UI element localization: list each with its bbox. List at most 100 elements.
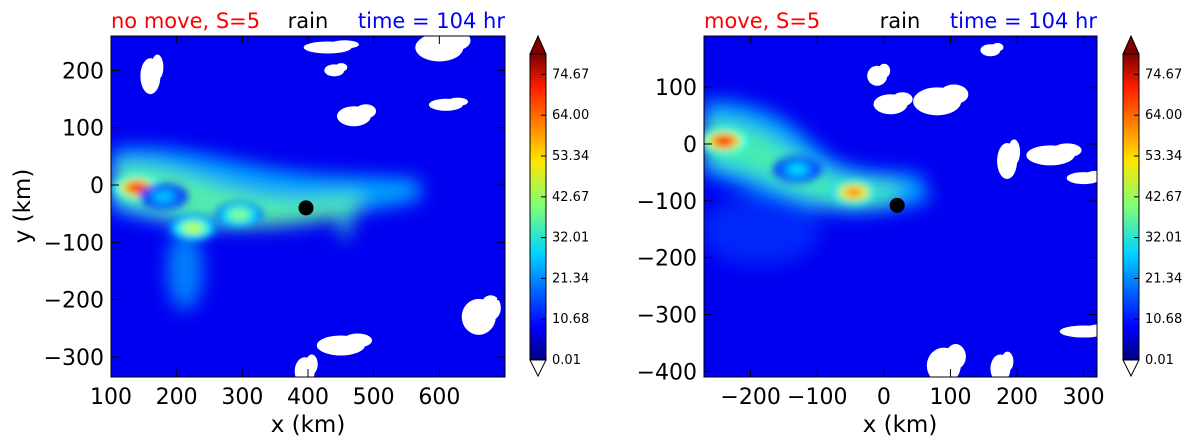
- no-rain-region: [355, 104, 377, 119]
- rain-peak-contour: [845, 187, 863, 197]
- x-tick-label: −200: [720, 385, 780, 410]
- no-rain-region: [878, 63, 891, 78]
- no-rain-region: [480, 295, 501, 321]
- x-tick-label: 0: [877, 385, 891, 410]
- no-rain-region: [892, 92, 913, 107]
- rain-peaks: [704, 128, 878, 206]
- y-axis-label: y (km): [10, 169, 36, 244]
- colorbar-tick-label: 42.67: [552, 190, 589, 205]
- no-rain-region: [441, 36, 471, 51]
- colorbar-tick-label: 74.67: [552, 67, 589, 82]
- x-axis: −200 −100 0 100 200 300: [720, 36, 1105, 410]
- y-tick-label: −300: [44, 346, 104, 371]
- no-rain-layer: [867, 43, 1097, 377]
- x-tick-label: 300: [221, 385, 263, 410]
- storm-center-marker: [889, 197, 905, 213]
- y-tick-label: −100: [44, 231, 104, 256]
- no-rain-region: [1052, 143, 1082, 158]
- rain-peak-contour: [230, 210, 248, 220]
- rain-band-inner: [115, 164, 360, 227]
- y-tick-label: 0: [683, 133, 697, 158]
- colorbar-extend-min: [529, 359, 547, 378]
- colorbar-extend-max: [1122, 34, 1140, 55]
- rain-peak-contour: [155, 192, 172, 201]
- colorbar-tick-label: 53.34: [552, 149, 589, 164]
- y-axis: 100 0 −100 −200 −300 −400: [637, 76, 1097, 385]
- colorbar: 74.67 64.00 53.34 42.67 32.01 21.34 10.68 0.01: [1122, 34, 1182, 378]
- plot-frame: [703, 35, 1098, 378]
- colorbar: 74.67 64.00 53.34 42.67 32.01 21.34 10.68 0.01: [529, 34, 589, 378]
- no-rain-region: [991, 43, 1004, 52]
- heatmap-area: [704, 36, 1097, 377]
- x-tick-label: 100: [90, 385, 132, 410]
- colorbar-tick-label: 0.01: [1145, 353, 1174, 368]
- colorbar-tick-label: 74.67: [1145, 67, 1182, 82]
- colorbar-ticks: 74.67 64.00 53.34 42.67 32.01 21.34 10.68 0.01: [541, 67, 589, 368]
- colorbar-tick-label: 53.34: [1145, 149, 1182, 164]
- colorbar-gradient: [529, 53, 547, 361]
- panel-title-center: rain: [880, 9, 921, 33]
- rain-streak-south: [704, 195, 820, 265]
- y-tick-label: 100: [655, 76, 697, 101]
- x-tick-label: 100: [929, 385, 971, 410]
- panel-title-right: time = 104 hr: [358, 9, 505, 33]
- rain-peak-contour: [715, 136, 733, 146]
- rain-peak-contour: [789, 165, 806, 174]
- colorbar-tick-label: 32.01: [552, 231, 589, 246]
- rain-peak-contour: [184, 223, 202, 233]
- no-rain-region: [1008, 139, 1021, 165]
- x-tick-label: 600: [418, 385, 460, 410]
- colorbar-extend-min: [1122, 359, 1140, 378]
- colorbar-tick-label: 0.01: [552, 353, 581, 368]
- colorbar-extend-max: [529, 34, 547, 55]
- panel-title-left: move, S=5: [704, 9, 820, 33]
- y-axis: 200 100 0 −100 −200 −300: [44, 59, 505, 371]
- x-tick-label: 400: [287, 385, 329, 410]
- panel-title-right: time = 104 hr: [950, 9, 1097, 33]
- no-rain-region: [151, 54, 164, 80]
- y-tick-label: −200: [637, 247, 697, 272]
- x-tick-label: −100: [787, 385, 847, 410]
- y-tick-label: −400: [637, 360, 697, 385]
- y-tick-label: −300: [637, 303, 697, 328]
- x-tick-label: 200: [156, 385, 198, 410]
- colorbar-tick-label: 10.68: [1145, 312, 1182, 327]
- x-axis-label: x (km): [863, 412, 938, 438]
- no-rain-region: [335, 63, 348, 72]
- colorbar-tick-label: 21.34: [1145, 271, 1182, 286]
- y-tick-label: 200: [62, 59, 104, 84]
- x-tick-label: 500: [353, 385, 395, 410]
- no-rain-region: [330, 40, 359, 49]
- y-tick-label: −200: [44, 289, 104, 314]
- colorbar-tick-label: 42.67: [1145, 190, 1182, 205]
- rain-layer: [111, 147, 420, 310]
- panel-move: move, S=5 rain time = 104 hr −200 −100 0 10…: [637, 9, 1183, 438]
- y-tick-label: −100: [637, 190, 697, 215]
- no-rain-layer: [140, 36, 501, 377]
- y-tick-label: 100: [62, 117, 104, 142]
- x-axis-label: x (km): [271, 412, 346, 438]
- rain-peak-contour: [129, 183, 146, 193]
- colorbar-tick-label: 64.00: [1145, 108, 1182, 123]
- x-tick-label: 300: [1063, 385, 1105, 410]
- panel-title-center: rain: [288, 9, 329, 33]
- no-rain-region: [1085, 170, 1097, 180]
- no-rain-region: [305, 354, 318, 375]
- panel-no-move: no move, S=5 rain time = 104 hr 100 200 30…: [10, 9, 589, 438]
- rain-streak-south: [167, 230, 203, 310]
- no-rain-region: [945, 344, 966, 370]
- colorbar-tick-label: 21.34: [552, 271, 589, 286]
- x-tick-label: 200: [996, 385, 1038, 410]
- no-rain-region: [447, 97, 468, 106]
- no-rain-region: [1086, 324, 1097, 333]
- no-rain-region: [343, 333, 373, 348]
- colorbar-gradient: [1122, 53, 1140, 361]
- panel-title-left: no move, S=5: [111, 9, 260, 33]
- storm-center-marker: [298, 200, 314, 216]
- rain-peaks: [113, 174, 264, 241]
- no-rain-region: [939, 84, 969, 105]
- colorbar-ticks: 74.67 64.00 53.34 42.67 32.01 21.34 10.68 0.01: [1134, 67, 1182, 368]
- y-tick-label: 0: [90, 174, 104, 199]
- colorbar-tick-label: 64.00: [552, 108, 589, 123]
